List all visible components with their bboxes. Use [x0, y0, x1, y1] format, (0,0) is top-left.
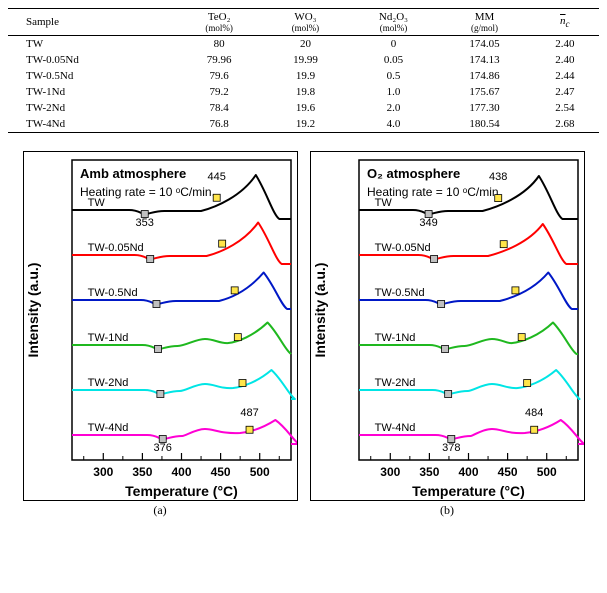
cell-wo3: 19.8	[262, 84, 348, 100]
cell-nd2o3: 1.0	[349, 84, 439, 100]
cell-nd2o3: 0	[349, 36, 439, 53]
cell-nc: 2.40	[531, 36, 599, 53]
cell-mm: 180.54	[438, 116, 530, 133]
col-header-nc: nc	[531, 9, 599, 36]
cell-teo2: 78.4	[176, 100, 262, 116]
cell-wo3: 19.9	[262, 68, 348, 84]
table-row: TW-1Nd79.219.81.0175.672.47	[8, 84, 599, 100]
figure-row: 300 350 400 450 500 Temperature (°C) Intensity…	[8, 151, 599, 518]
cell-nd2o3: 2.0	[349, 100, 439, 116]
composition-table: SampleTeO₂(mol%)WO₃(mol%)Nd₂O₃(mol%)MM(g…	[8, 8, 599, 133]
col-header-teo2: TeO₂(mol%)	[176, 9, 262, 36]
svg-text:Intensity (a.u.): Intensity (a.u.)	[312, 263, 328, 358]
sublabel-b: (b)	[440, 503, 454, 518]
svg-text:350: 350	[419, 465, 439, 479]
svg-text:487: 487	[240, 407, 258, 419]
svg-text:TW-4Nd: TW-4Nd	[374, 422, 415, 434]
table-row: TW-0.05Nd79.9619.990.05174.132.40	[8, 52, 599, 68]
svg-text:TW-0.05Nd: TW-0.05Nd	[87, 242, 143, 254]
cell-nd2o3: 4.0	[349, 116, 439, 133]
cell-nc: 2.40	[531, 52, 599, 68]
svg-text:TW-4Nd: TW-4Nd	[87, 422, 128, 434]
chart-amb-atmosphere: 300 350 400 450 500 Temperature (°C) Intensity…	[23, 151, 298, 501]
col-header-wo3: WO₃(mol%)	[262, 9, 348, 36]
svg-text:TW-0.05Nd: TW-0.05Nd	[374, 242, 430, 254]
svg-text:TW: TW	[87, 197, 105, 209]
table-row: TW-4Nd76.819.24.0180.542.68	[8, 116, 599, 133]
table-row: TW-0.5Nd79.619.90.5174.862.44	[8, 68, 599, 84]
cell-sample: TW-4Nd	[8, 116, 176, 133]
svg-text:TW-0.5Nd: TW-0.5Nd	[374, 287, 424, 299]
svg-text:Intensity (a.u.): Intensity (a.u.)	[25, 263, 41, 358]
col-header-sample: Sample	[8, 9, 176, 36]
svg-text:Temperature (°C): Temperature (°C)	[412, 483, 525, 499]
svg-text:TW-1Nd: TW-1Nd	[374, 332, 415, 344]
cell-nd2o3: 0.05	[349, 52, 439, 68]
svg-text:Temperature (°C): Temperature (°C)	[125, 483, 238, 499]
col-header-nd2o3: Nd₂O₃(mol%)	[349, 9, 439, 36]
cell-sample: TW-2Nd	[8, 100, 176, 116]
svg-text:TW-2Nd: TW-2Nd	[374, 377, 415, 389]
svg-text:500: 500	[249, 465, 269, 479]
cell-teo2: 79.2	[176, 84, 262, 100]
svg-text:500: 500	[536, 465, 556, 479]
table-row: TW80200174.052.40	[8, 36, 599, 53]
svg-text:438: 438	[489, 171, 507, 183]
sublabel-a: (a)	[153, 503, 166, 518]
svg-text:349: 349	[419, 217, 437, 229]
cell-sample: TW-0.5Nd	[8, 68, 176, 84]
cell-sample: TW-0.05Nd	[8, 52, 176, 68]
svg-text:300: 300	[380, 465, 400, 479]
cell-wo3: 19.6	[262, 100, 348, 116]
table-row: TW-2Nd78.419.62.0177.302.54	[8, 100, 599, 116]
cell-wo3: 19.99	[262, 52, 348, 68]
svg-text:400: 400	[458, 465, 478, 479]
cell-teo2: 79.96	[176, 52, 262, 68]
svg-text:O₂ atmosphere: O₂ atmosphere	[367, 166, 460, 181]
cell-nd2o3: 0.5	[349, 68, 439, 84]
col-header-mm: MM(g/mol)	[438, 9, 530, 36]
svg-text:400: 400	[171, 465, 191, 479]
svg-text:353: 353	[135, 217, 153, 229]
cell-teo2: 76.8	[176, 116, 262, 133]
svg-text:378: 378	[442, 442, 460, 454]
svg-text:445: 445	[207, 171, 225, 183]
svg-text:TW-1Nd: TW-1Nd	[87, 332, 128, 344]
chart-o2-atmosphere: 300 350 400 450 500 Temperature (°C) Intensity…	[310, 151, 585, 501]
cell-mm: 174.13	[438, 52, 530, 68]
cell-teo2: 80	[176, 36, 262, 53]
cell-wo3: 20	[262, 36, 348, 53]
svg-text:Amb atmosphere: Amb atmosphere	[80, 166, 186, 181]
svg-text:376: 376	[153, 442, 171, 454]
cell-nc: 2.54	[531, 100, 599, 116]
cell-sample: TW-1Nd	[8, 84, 176, 100]
cell-nc: 2.44	[531, 68, 599, 84]
cell-teo2: 79.6	[176, 68, 262, 84]
cell-mm: 175.67	[438, 84, 530, 100]
cell-mm: 177.30	[438, 100, 530, 116]
cell-mm: 174.86	[438, 68, 530, 84]
svg-text:350: 350	[132, 465, 152, 479]
cell-mm: 174.05	[438, 36, 530, 53]
cell-nc: 2.68	[531, 116, 599, 133]
svg-text:TW-2Nd: TW-2Nd	[87, 377, 128, 389]
svg-text:484: 484	[525, 407, 543, 419]
svg-text:TW: TW	[374, 197, 392, 209]
svg-text:450: 450	[210, 465, 230, 479]
cell-nc: 2.47	[531, 84, 599, 100]
svg-text:300: 300	[93, 465, 113, 479]
cell-sample: TW	[8, 36, 176, 53]
cell-wo3: 19.2	[262, 116, 348, 133]
svg-text:450: 450	[497, 465, 517, 479]
svg-text:TW-0.5Nd: TW-0.5Nd	[87, 287, 137, 299]
